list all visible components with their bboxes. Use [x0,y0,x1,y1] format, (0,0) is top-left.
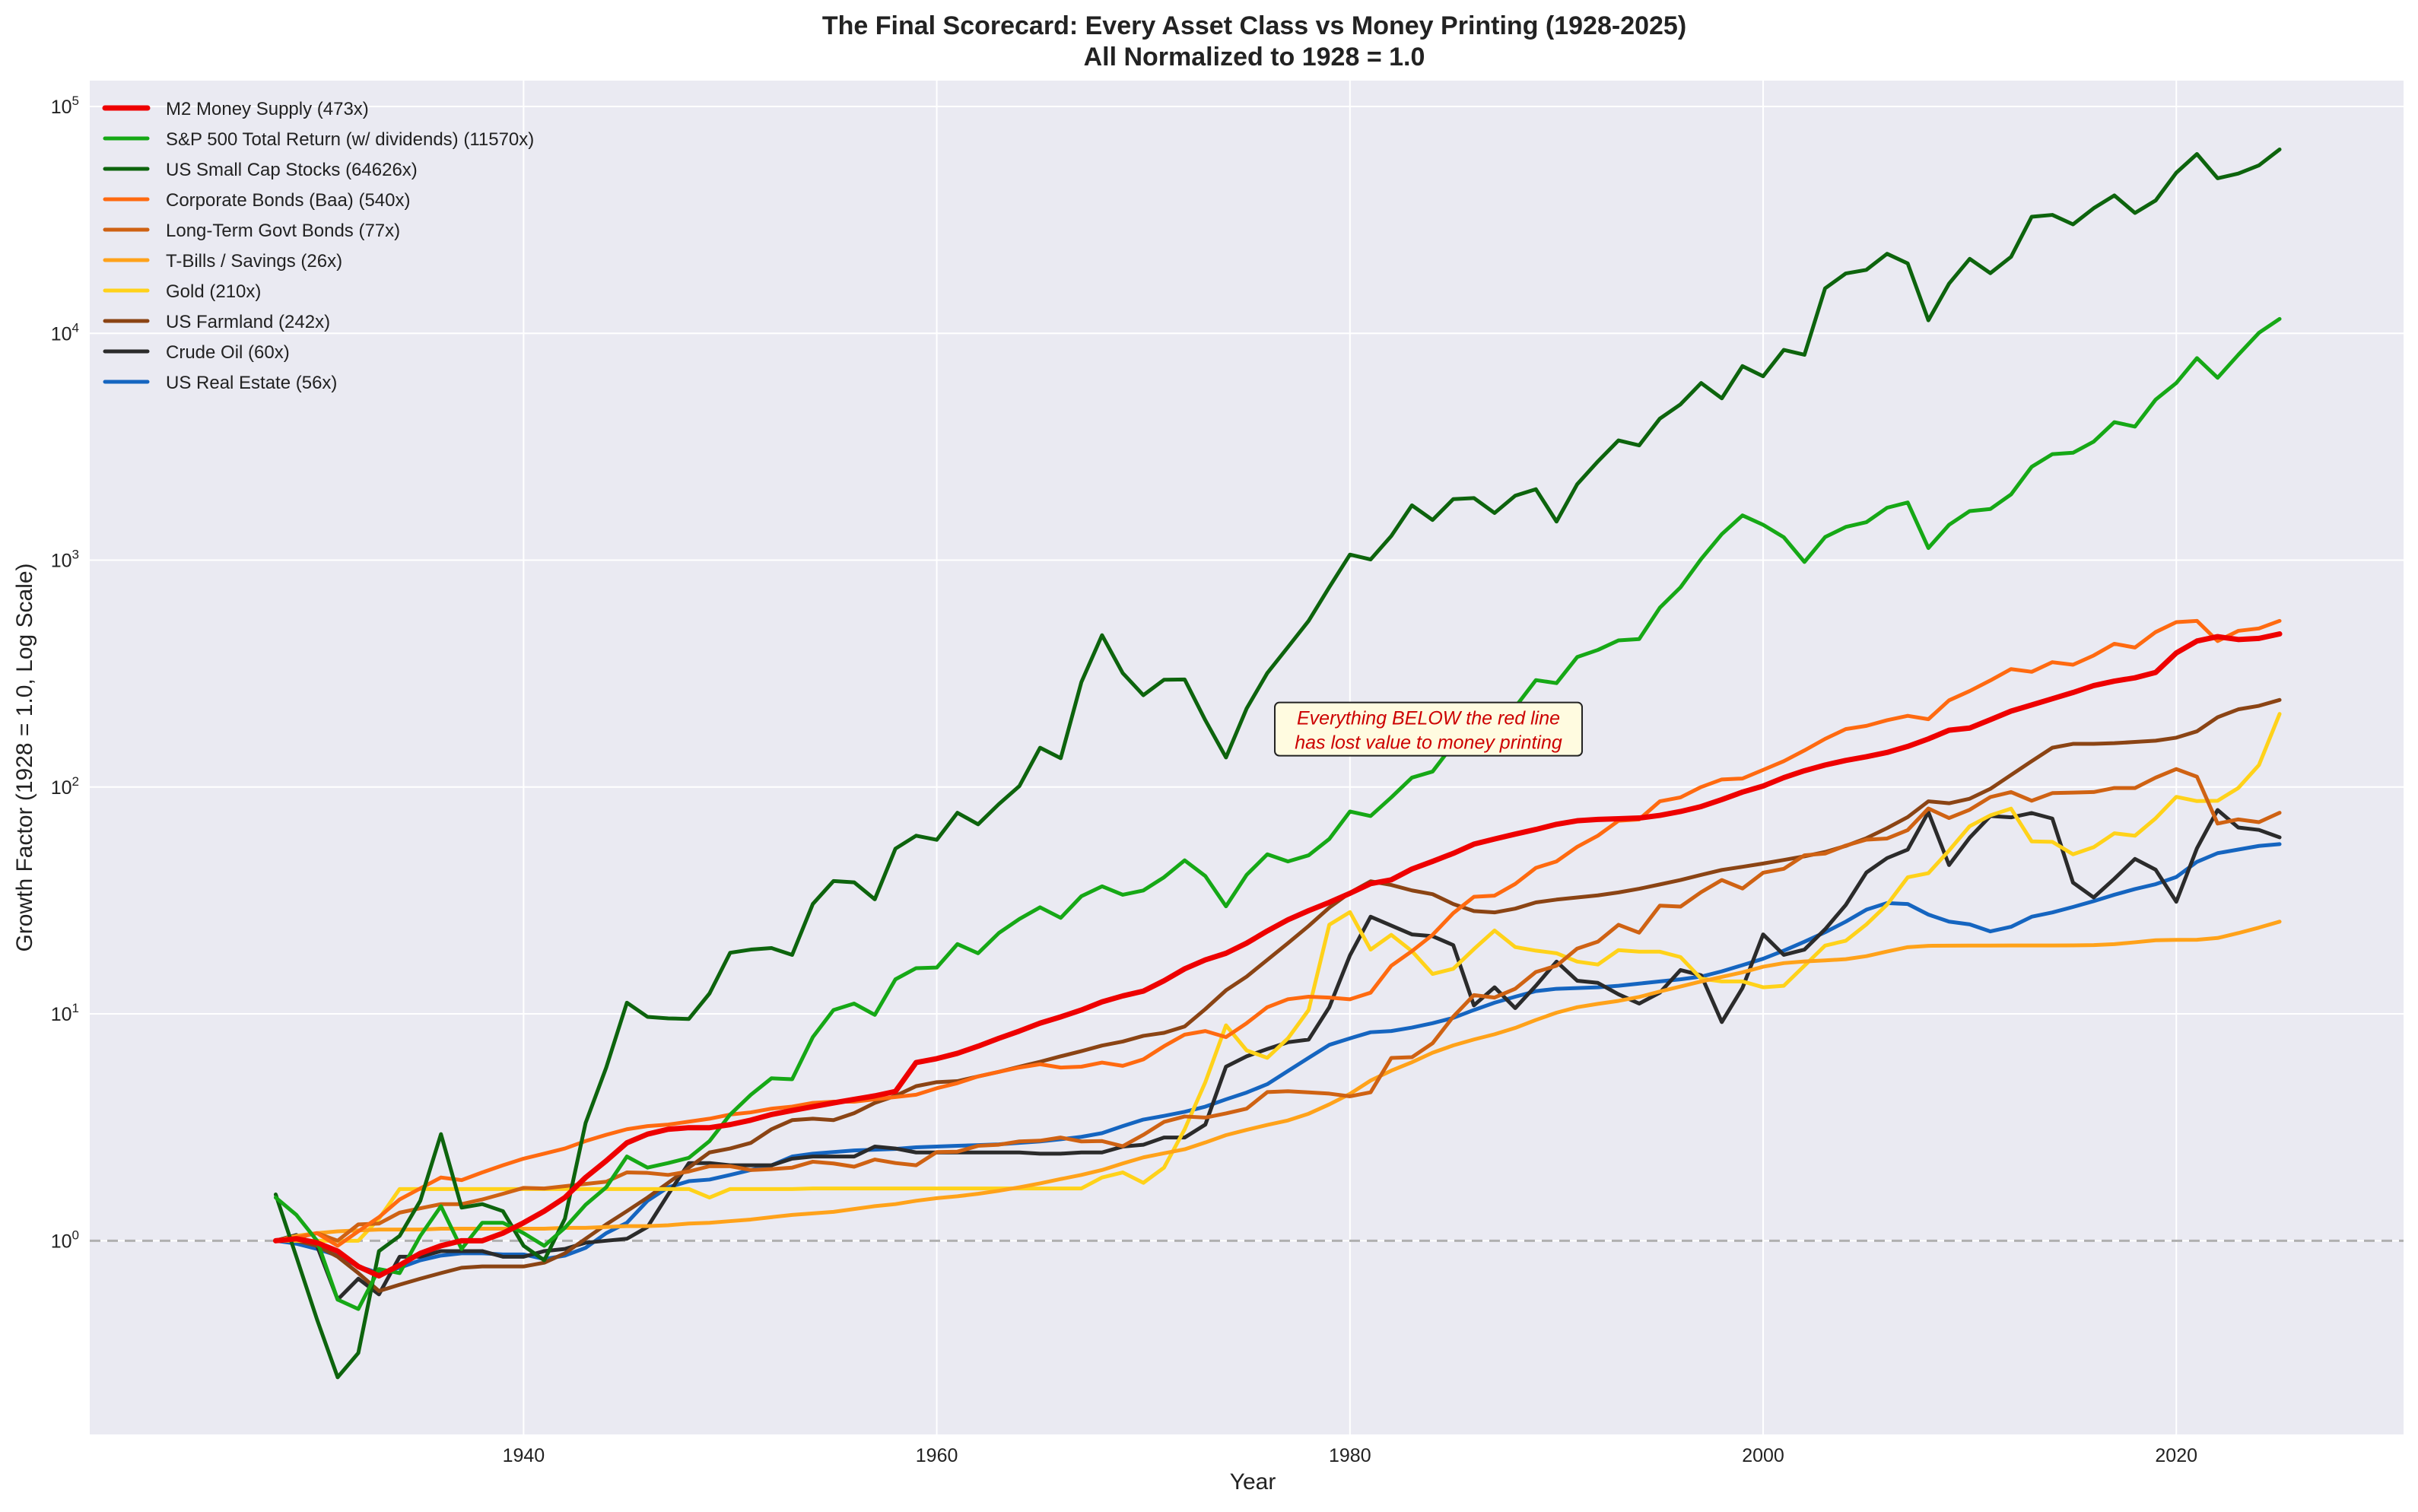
x-tick-label: 2020 [2155,1445,2197,1466]
y-tick-label: 103 [51,548,79,572]
y-tick-base: 10 [51,1004,72,1025]
y-tick-base: 10 [51,777,72,799]
y-tick-exponent: 0 [72,1228,79,1242]
legend-label-8: Crude Oil (60x) [166,342,290,363]
y-tick-exponent: 2 [72,774,79,789]
y-tick-label: 101 [51,1001,79,1025]
y-tick-exponent: 1 [72,1001,79,1015]
legend-label-5: T-Bills / Savings (26x) [166,251,342,272]
x-tick-label: 1980 [1329,1445,1371,1466]
legend-label-3: Corporate Bonds (Baa) (540x) [166,190,411,211]
y-tick-base: 10 [51,97,72,118]
y-tick-label: 102 [51,774,79,799]
annotation-box: Everything BELOW the red line has lost v… [1274,701,1584,757]
series-lines [272,148,2283,1380]
series-line-5 [273,920,2282,1243]
legend-label-9: US Real Estate (56x) [166,373,337,393]
x-tick-label: 2000 [1742,1445,1784,1466]
x-tick-label: 1940 [503,1445,545,1466]
legend-label-0: M2 Money Supply (473x) [166,99,369,119]
series-line-6 [273,712,2282,1243]
y-tick-label: 104 [51,320,79,345]
legend-label-4: Long-Term Govt Bonds (77x) [166,221,400,241]
series-line-9 [273,842,2282,1275]
annotation-line-1: Everything BELOW the red line [1297,708,1560,729]
y-tick-exponent: 5 [72,94,79,108]
series-line-0 [272,631,2283,1279]
x-axis-label: Year [1230,1469,1276,1495]
grid-lines [90,81,2404,1434]
series-line-3 [273,618,2282,1248]
legend-label-7: US Farmland (242x) [166,312,330,332]
series-line-1 [273,316,2282,1311]
legend-label-1: S&P 500 Total Return (w/ dividends) (115… [166,129,534,150]
chart-title: The Final Scorecard: Every Asset Class v… [822,11,1686,40]
y-tick-exponent: 3 [72,548,79,562]
x-axis-ticks: 1940 1960 1980 2000 2020 [503,1445,2197,1466]
y-tick-exponent: 4 [72,320,79,335]
plot-background [90,81,2404,1434]
annotation-frame [1274,701,1584,757]
y-tick-base: 10 [51,1231,72,1252]
y-axis-label: Growth Factor (1928 = 1.0, Log Scale) [12,563,37,951]
legend-label-6: Gold (210x) [166,281,261,302]
legend: M2 Money Supply (473x) S&P 500 Total Retu… [102,99,534,393]
y-tick-base: 10 [51,551,72,572]
annotation-line-2: has lost value to money printing [1295,732,1562,754]
legend-label-2: US Small Cap Stocks (64626x) [166,160,418,180]
x-tick-label: 1960 [916,1445,958,1466]
chart-subtitle: All Normalized to 1928 = 1.0 [1084,43,1425,71]
y-tick-label: 100 [51,1228,79,1252]
y-tick-base: 10 [51,323,72,345]
y-tick-label: 105 [51,94,79,118]
series-line-2 [273,148,2282,1380]
series-line-7 [273,697,2282,1293]
